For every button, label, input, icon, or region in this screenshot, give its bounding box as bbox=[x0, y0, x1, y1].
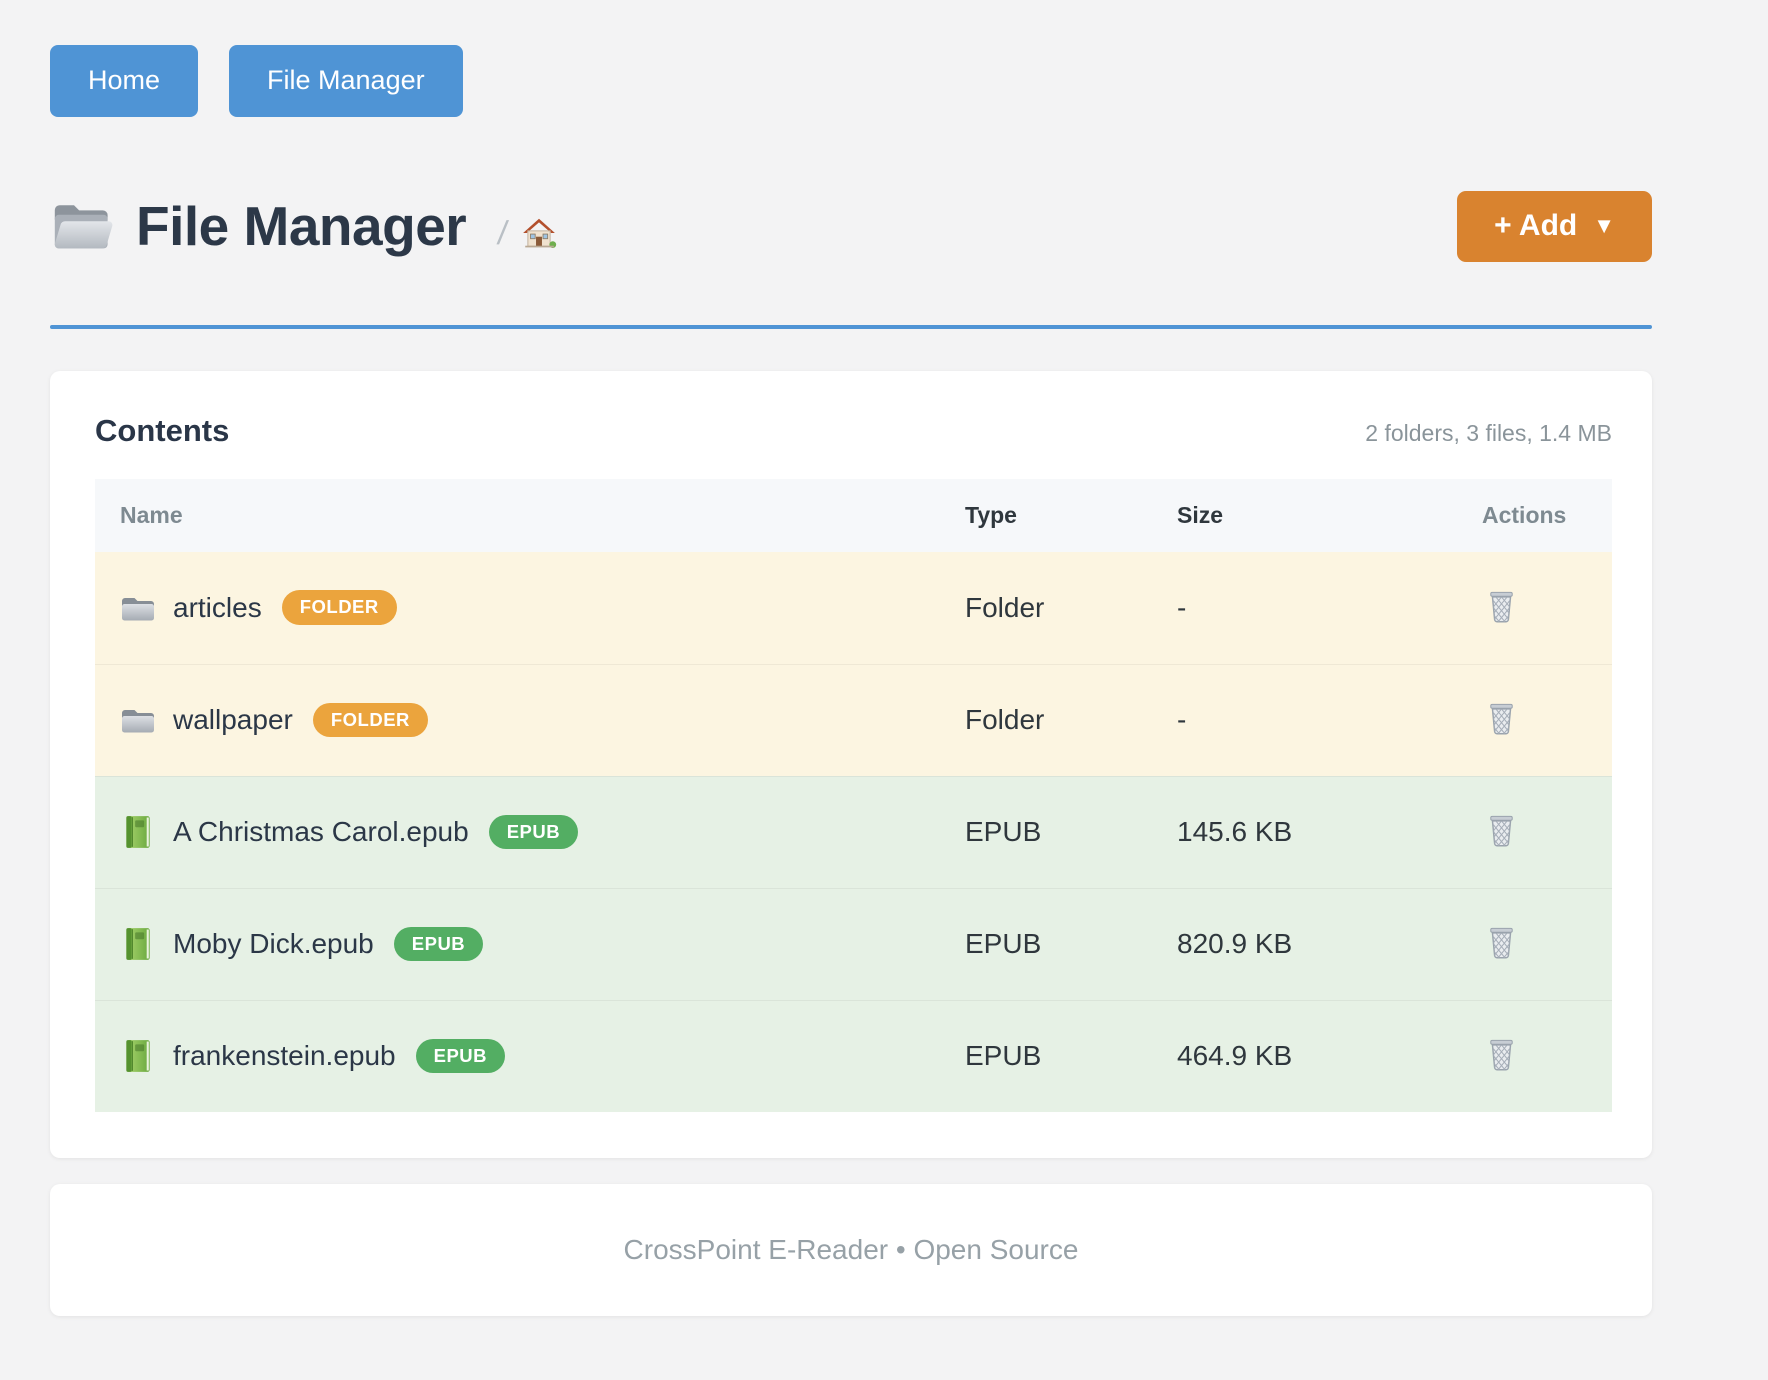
green-book-icon bbox=[126, 928, 150, 961]
file-name-link[interactable]: articles bbox=[173, 591, 262, 623]
file-name-link[interactable]: wallpaper bbox=[173, 704, 293, 736]
type-cell: Folder bbox=[965, 704, 1045, 736]
table-row: wallpaper FOLDER Folder - bbox=[95, 663, 1612, 776]
title-wrap: File Manager / bbox=[50, 194, 557, 258]
table-row: A Christmas Carol.epub EPUB EPUB 145.6 K… bbox=[95, 775, 1612, 888]
contents-summary: 2 folders, 3 files, 1.4 MB bbox=[1365, 419, 1612, 446]
file-manager-nav-button[interactable]: File Manager bbox=[229, 45, 463, 117]
caret-down-icon: ▼ bbox=[1593, 213, 1615, 239]
trash-icon bbox=[1490, 591, 1513, 623]
file-name-link[interactable]: Moby Dick.epub bbox=[173, 928, 374, 960]
size-cell: - bbox=[1177, 704, 1187, 736]
folder-icon bbox=[122, 597, 154, 621]
column-header-name: Name bbox=[120, 501, 183, 528]
contents-card: Contents 2 folders, 3 files, 1.4 MB Name… bbox=[50, 370, 1652, 1158]
page-header: File Manager / + Add ▼ bbox=[50, 190, 1652, 262]
contents-title: Contents bbox=[95, 412, 230, 448]
add-button-label: + Add bbox=[1494, 209, 1578, 243]
open-folder-icon bbox=[54, 205, 113, 249]
delete-button[interactable] bbox=[1482, 697, 1521, 740]
trash-icon bbox=[1490, 816, 1513, 847]
type-cell: EPUB bbox=[965, 1040, 1042, 1072]
size-cell: 145.6 KB bbox=[1177, 816, 1293, 848]
size-cell: 464.9 KB bbox=[1177, 1040, 1293, 1072]
footer: CrossPoint E-Reader • Open Source bbox=[50, 1183, 1652, 1316]
type-badge: EPUB bbox=[393, 926, 484, 962]
table-row: articles FOLDER Folder - bbox=[95, 551, 1612, 664]
green-book-icon bbox=[126, 816, 150, 849]
table-header-row: Name Type Size Actions bbox=[95, 478, 1612, 552]
header-divider bbox=[50, 324, 1652, 329]
breadcrumb-separator: / bbox=[495, 214, 511, 252]
file-table: Name Type Size Actions articles FOLDER F… bbox=[95, 478, 1612, 1112]
type-badge: FOLDER bbox=[281, 590, 397, 625]
delete-button[interactable] bbox=[1482, 809, 1521, 852]
contents-header: Contents 2 folders, 3 files, 1.4 MB bbox=[95, 413, 1612, 449]
type-cell: EPUB bbox=[965, 928, 1042, 960]
footer-text: CrossPoint E-Reader • Open Source bbox=[623, 1233, 1079, 1265]
size-cell: - bbox=[1177, 591, 1187, 623]
trash-icon bbox=[1490, 928, 1513, 959]
add-button[interactable]: + Add ▼ bbox=[1457, 190, 1652, 262]
delete-button[interactable] bbox=[1482, 1033, 1521, 1076]
top-navigation: Home File Manager bbox=[50, 0, 1652, 117]
trash-icon bbox=[1490, 1040, 1513, 1071]
house-icon[interactable] bbox=[521, 216, 557, 250]
file-name-link[interactable]: A Christmas Carol.epub bbox=[173, 816, 469, 848]
type-badge: FOLDER bbox=[312, 702, 428, 738]
table-body: articles FOLDER Folder - bbox=[95, 551, 1612, 1112]
trash-icon bbox=[1490, 704, 1513, 735]
green-book-icon bbox=[126, 1040, 150, 1073]
delete-button[interactable] bbox=[1482, 585, 1521, 628]
page-title: File Manager bbox=[136, 195, 467, 258]
column-header-actions: Actions bbox=[1482, 501, 1567, 528]
type-badge: EPUB bbox=[415, 1038, 506, 1074]
file-name-link[interactable]: frankenstein.epub bbox=[173, 1040, 396, 1072]
home-nav-button[interactable]: Home bbox=[50, 45, 199, 117]
size-cell: 820.9 KB bbox=[1177, 928, 1293, 960]
delete-button[interactable] bbox=[1482, 921, 1521, 964]
page: Home File Manager File Manager / bbox=[50, 0, 1652, 1316]
folder-icon bbox=[122, 710, 154, 733]
column-header-type: Type bbox=[965, 501, 1017, 528]
type-cell: EPUB bbox=[965, 816, 1042, 848]
type-badge: EPUB bbox=[488, 814, 579, 850]
column-header-size: Size bbox=[1177, 501, 1224, 528]
table-row: frankenstein.epub EPUB EPUB 464.9 KB bbox=[95, 999, 1612, 1112]
type-cell: Folder bbox=[965, 591, 1045, 623]
breadcrumb: / bbox=[495, 214, 557, 252]
table-row: Moby Dick.epub EPUB EPUB 820.9 KB bbox=[95, 887, 1612, 1000]
